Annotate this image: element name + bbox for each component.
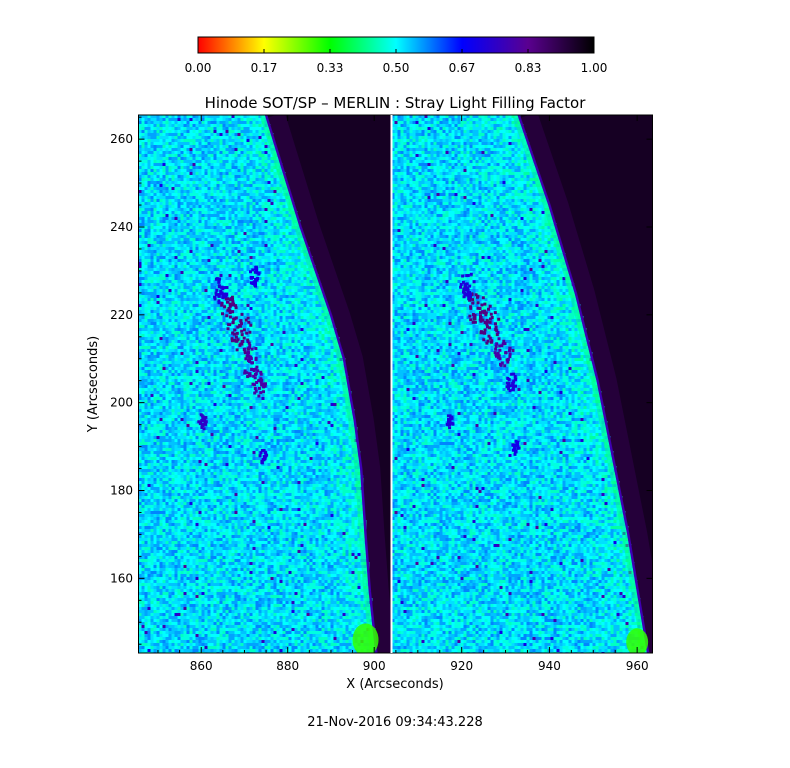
- bright-limb-patch: [626, 628, 649, 653]
- magnetic-feature: [220, 295, 238, 331]
- off-limb-glow: [520, 115, 653, 653]
- magnetic-feature: [243, 343, 259, 378]
- x-tick-label: 920: [450, 659, 473, 673]
- limb-brightening: [259, 115, 375, 653]
- colorbar-tick-label: 0.17: [251, 61, 278, 75]
- y-axis-label: Y (Arcseconds): [86, 336, 101, 433]
- magnetic-feature: [505, 372, 518, 393]
- limb-edge: [517, 115, 650, 653]
- colorbar-tick-label: 0.33: [317, 61, 344, 75]
- x-tick-label: 960: [626, 659, 649, 673]
- bright-limb-patch: [352, 623, 379, 653]
- magnetic-feature: [493, 337, 512, 368]
- magnetic-feature: [251, 369, 267, 398]
- colorbar-tick-label: 0.83: [515, 61, 542, 75]
- image-panel-left: [138, 115, 392, 653]
- x-tick-label: 880: [276, 659, 299, 673]
- axis-ticks: 860 880 900 160 180 200 220 240 260 920 940 960: [110, 115, 653, 673]
- y-tick-label: 220: [110, 308, 133, 322]
- magnetic-feature: [468, 292, 487, 324]
- magnetic-feature: [258, 448, 269, 465]
- limb-edge: [264, 115, 378, 653]
- colorbar-tick-label: 0.50: [383, 61, 410, 75]
- y-tick-label: 160: [110, 571, 133, 585]
- chart-title: Hinode SOT/SP – MERLIN : Stray Light Fil…: [205, 94, 587, 112]
- disk-texture: [138, 115, 376, 653]
- x-axis-label: X (Arcseconds): [346, 677, 443, 692]
- magnetic-feature: [511, 439, 521, 456]
- y-tick-label: 200: [110, 396, 133, 410]
- disk-texture: [138, 115, 340, 653]
- magnetic-feature: [197, 413, 208, 431]
- timestamp: 21-Nov-2016 09:34:43.228: [307, 715, 483, 730]
- y-tick-label: 180: [110, 484, 133, 498]
- magnetic-feature: [230, 312, 253, 355]
- colorbar-tick-label: 0.67: [449, 61, 476, 75]
- colorbar-tick-label: 0.00: [185, 61, 212, 75]
- magnetic-feature: [213, 277, 229, 305]
- disk-texture: [391, 115, 644, 653]
- y-tick-label: 260: [110, 132, 133, 146]
- y-tick-label: 240: [110, 220, 133, 234]
- magnetic-feature: [249, 265, 261, 288]
- colorbar-ticks: 0.00 0.17 0.33 0.50 0.67 0.83 1.00: [185, 49, 608, 75]
- disk-texture: [138, 118, 376, 653]
- x-tick-label: 940: [538, 659, 561, 673]
- off-limb-glow: [267, 115, 392, 653]
- x-tick-label: 900: [363, 659, 386, 673]
- disk-texture: [138, 115, 376, 653]
- disk-texture: [391, 115, 647, 653]
- magnetic-feature: [445, 414, 455, 430]
- image-panel-right: [391, 115, 653, 653]
- magnetic-feature: [479, 304, 501, 345]
- limb-brightening: [512, 115, 647, 653]
- colorbar-tick-label: 1.00: [581, 61, 608, 75]
- disk-texture: [391, 115, 641, 653]
- magnetic-feature: [459, 272, 476, 301]
- x-tick-label: 860: [190, 659, 213, 673]
